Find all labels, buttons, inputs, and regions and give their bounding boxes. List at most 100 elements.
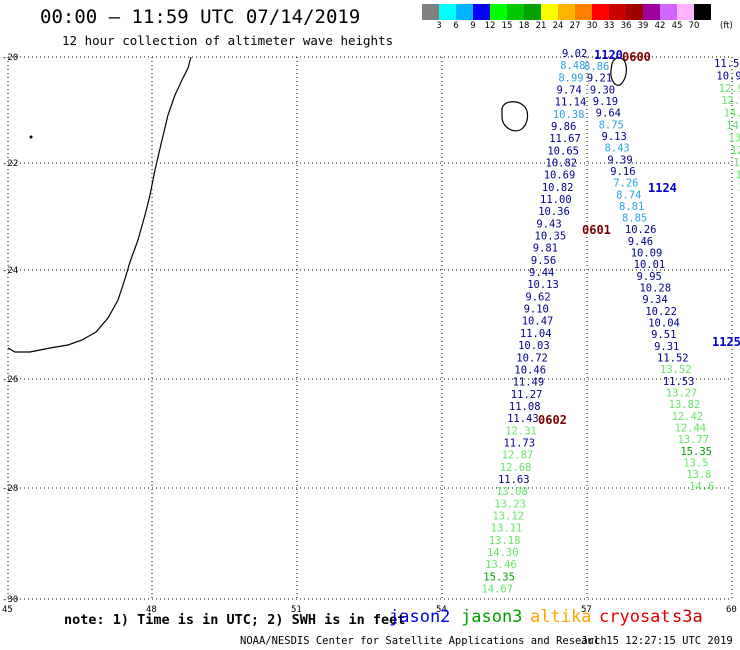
track-b-value: 10.22 — [645, 306, 677, 318]
scale-swatch — [541, 4, 558, 20]
legend-jason3: jason3 — [461, 607, 523, 627]
scale-swatch — [558, 4, 575, 20]
track-c-value: 12. — [731, 145, 740, 157]
scale-label: 33 — [603, 21, 615, 31]
track-a-value: 10.82 — [542, 182, 574, 194]
track-a-value: 11.63 — [498, 474, 530, 486]
track-b-value: 9.64 — [596, 108, 621, 120]
track-a-value: 10.65 — [547, 145, 579, 157]
track-a-value: 12.87 — [502, 450, 534, 462]
scale-swatch — [592, 4, 609, 20]
scale-label: 45 — [671, 21, 683, 31]
lat-label: -30 — [2, 595, 18, 605]
track-c-value: 12.9 — [719, 83, 740, 95]
track-c-value: 14. — [726, 120, 740, 132]
scale-swatch — [626, 4, 643, 20]
pass-time-label: 0600 — [622, 50, 651, 64]
track-a-value: 11.04 — [520, 328, 552, 340]
track-b-value: 10.28 — [639, 283, 671, 295]
track-a-value: 10.38 — [553, 109, 585, 121]
lat-label: -24 — [2, 266, 18, 276]
lon-label: 51 — [291, 605, 302, 615]
track-b-value: 8.75 — [599, 119, 624, 131]
reunion-island — [501, 101, 529, 132]
legend-cryosat: cryosat — [599, 607, 671, 627]
scale-swatch — [677, 4, 694, 20]
track-a-value: 9.10 — [524, 304, 549, 316]
scale-swatch — [456, 4, 473, 20]
mauritius-island — [610, 57, 627, 86]
track-b-value: 13.82 — [669, 399, 701, 411]
track-b-value: 10.09 — [631, 248, 663, 260]
satellite-tracks: 9.028.488.999.7411.1410.389.8611.6710.65… — [481, 48, 740, 595]
small-island — [29, 135, 33, 139]
track-a-value: 10.03 — [518, 340, 550, 352]
scale-label: 12 — [484, 21, 496, 31]
track-a-value: 9.62 — [525, 291, 550, 303]
lon-label: 57 — [581, 605, 592, 615]
credit-text: NOAA/NESDIS Center for Satellite Applica… — [240, 635, 607, 647]
track-a-value: 10.82 — [546, 158, 578, 170]
track-a-value: 15.35 — [483, 571, 515, 583]
pass-time-label: 0601 — [582, 223, 611, 237]
lat-label: -22 — [2, 159, 18, 169]
track-a-value: 13.46 — [485, 559, 517, 571]
pass-time-label: 1125 — [712, 335, 740, 349]
track-c-value: 10.9 — [716, 70, 740, 82]
lat-lon-grid — [7, 56, 733, 600]
track-a-value: 11.49 — [513, 377, 545, 389]
track-b-value: 14.6 — [689, 481, 714, 493]
track-c-value: 13. — [736, 170, 740, 182]
track-b-value: 12.42 — [672, 411, 704, 423]
legend-s3a: s3a — [672, 607, 703, 627]
track-b-value: 9.31 — [654, 341, 679, 353]
track-a-value: 10.46 — [514, 364, 546, 376]
track-b-value: 9.34 — [642, 294, 667, 306]
scale-label: 15 — [501, 21, 513, 31]
lon-label: 54 — [436, 605, 447, 615]
track-a-value: 9.43 — [536, 218, 561, 230]
track-a-value: 11.00 — [540, 194, 572, 206]
track-c-value: 12. — [721, 95, 740, 107]
track-b-value: 8.86 — [584, 61, 609, 73]
track-b-value: 15.35 — [680, 446, 712, 458]
scale-swatch — [660, 4, 677, 20]
track-b-value: 13.5 — [683, 457, 708, 469]
map-title: 00:00 — 11:59 UTC 07/14/2019 — [40, 6, 361, 28]
track-a-value: 9.02 — [562, 48, 587, 60]
track-a-value: 14.30 — [487, 547, 519, 559]
scale-swatch — [694, 4, 711, 20]
track-c-value: 14. — [724, 108, 740, 120]
track-b-value: 10.01 — [634, 259, 666, 271]
scale-swatch — [643, 4, 660, 20]
report-timestamp: Jul 15 12:27:15 UTC 2019 — [581, 635, 733, 647]
legend-jason2: jason2 — [389, 607, 451, 627]
track-a-value: 9.56 — [531, 255, 556, 267]
track-b-value: 10.04 — [648, 318, 680, 330]
units-note: note: 1) Time is in UTC; 2) SWH is in fe… — [64, 612, 406, 628]
track-b-value: 8.81 — [619, 201, 644, 213]
scale-label: 30 — [586, 21, 598, 31]
lon-label: 48 — [146, 605, 157, 615]
scale-swatch — [524, 4, 541, 20]
scale-label: 9 — [470, 21, 476, 31]
track-b-value: 9.39 — [607, 154, 632, 166]
scale-swatch — [575, 4, 592, 20]
track-a-value: 14.67 — [481, 583, 513, 595]
track-a-value: 13.11 — [491, 523, 523, 535]
coastline-layer — [7, 56, 627, 353]
track-a-value: 9.86 — [551, 121, 576, 133]
lon-label: 60 — [726, 605, 737, 615]
scale-label: 24 — [552, 21, 564, 31]
track-b-value: 13.77 — [677, 434, 709, 446]
track-c-value: 12. — [738, 182, 740, 194]
track-a-value: 9.81 — [533, 243, 558, 255]
track-a-value: 13.08 — [496, 486, 528, 498]
track-a-value: 8.48 — [560, 60, 585, 72]
scale-label: 21 — [535, 21, 547, 31]
scale-label: 6 — [453, 21, 459, 31]
track-b-value: 9.30 — [590, 84, 615, 96]
track-a-value: 11.27 — [511, 389, 543, 401]
scale-label: 18 — [518, 21, 530, 31]
